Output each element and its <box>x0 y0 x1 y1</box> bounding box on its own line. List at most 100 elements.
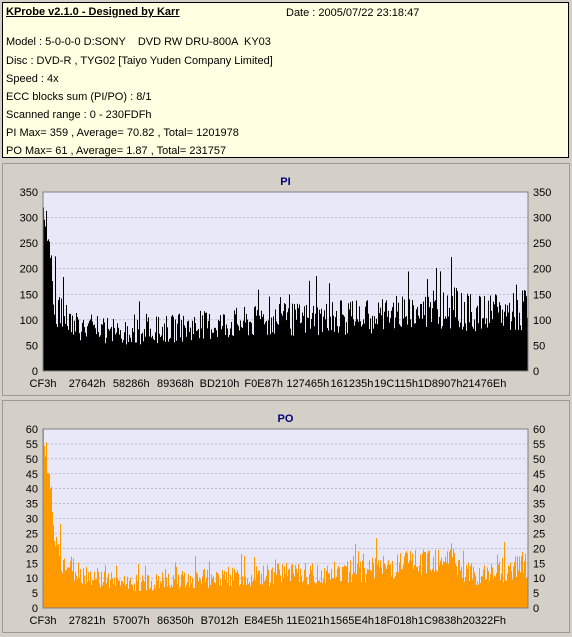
bar <box>486 318 487 371</box>
info-po-stats: PO Max= 61 , Average= 1.87 , Total= 2317… <box>6 145 227 157</box>
bar <box>505 580 506 608</box>
bar <box>234 310 235 371</box>
bar <box>349 309 350 371</box>
y-tick-label-right: 250 <box>533 238 551 250</box>
y-tick-label-left: 0 <box>32 603 38 615</box>
bar <box>112 341 113 371</box>
bar <box>285 574 286 608</box>
bar <box>284 303 285 371</box>
bar <box>333 315 334 371</box>
bar <box>125 321 126 371</box>
bar <box>149 336 150 371</box>
bar <box>346 566 347 608</box>
bar <box>49 473 50 608</box>
bar <box>467 293 468 371</box>
bar <box>347 333 348 371</box>
bar <box>491 564 492 608</box>
x-tick-label: 1565E4h <box>330 615 374 627</box>
bar <box>188 574 189 608</box>
bar <box>360 561 361 608</box>
bar <box>459 559 460 608</box>
bar <box>119 580 120 608</box>
bar <box>52 281 53 371</box>
bar <box>70 561 71 608</box>
bar <box>193 334 194 371</box>
bar <box>395 575 396 608</box>
bar <box>50 257 51 371</box>
bar <box>126 344 127 371</box>
bar <box>378 560 379 608</box>
bar <box>352 574 353 608</box>
bar <box>202 576 203 608</box>
bar <box>237 324 238 371</box>
bar <box>368 313 369 371</box>
bar <box>277 563 278 608</box>
bar <box>359 306 360 371</box>
y-tick-label-left: 0 <box>32 366 38 378</box>
bar <box>236 307 237 371</box>
bar <box>95 579 96 608</box>
bar <box>210 338 211 371</box>
bar <box>296 319 297 371</box>
bar <box>429 551 430 608</box>
bar <box>347 561 348 608</box>
x-tick-label: 27642h <box>69 378 106 390</box>
bar <box>173 575 174 608</box>
bar <box>356 300 357 371</box>
bar <box>90 571 91 608</box>
bar <box>500 580 501 608</box>
bar <box>293 335 294 371</box>
bar <box>197 574 198 608</box>
bar <box>175 562 176 608</box>
bar <box>245 576 246 608</box>
y-tick-label-left: 300 <box>20 213 38 225</box>
bar <box>196 330 197 371</box>
bar <box>66 304 67 371</box>
bar <box>304 569 305 608</box>
bar <box>386 300 387 371</box>
bar <box>447 295 448 371</box>
bar <box>456 288 457 371</box>
bar <box>241 553 242 608</box>
bar <box>511 321 512 371</box>
bar <box>166 316 167 371</box>
bar <box>298 563 299 608</box>
bar <box>355 543 356 608</box>
bar <box>166 577 167 608</box>
bar <box>406 316 407 371</box>
bar <box>251 322 252 371</box>
bar <box>161 583 162 608</box>
bar <box>500 305 501 371</box>
bar <box>501 573 502 608</box>
bar <box>151 580 152 608</box>
bar <box>115 334 116 371</box>
bar <box>336 576 337 608</box>
x-tick-label: BD210h <box>200 378 240 390</box>
bar <box>87 581 88 608</box>
bar <box>104 571 105 608</box>
bar <box>311 319 312 371</box>
bar <box>330 579 331 608</box>
bar <box>249 321 250 371</box>
bar <box>524 561 525 608</box>
bar <box>381 567 382 608</box>
bar <box>447 551 448 608</box>
bar <box>430 302 431 371</box>
bar <box>463 550 464 608</box>
bar <box>248 583 249 608</box>
bar <box>357 564 358 608</box>
bar <box>486 579 487 608</box>
bar <box>92 321 93 371</box>
info-panel: KProbe v2.1.0 - Designed by Karr Date : … <box>2 2 569 158</box>
bar <box>484 296 485 371</box>
bar <box>256 315 257 371</box>
bar <box>121 338 122 371</box>
bar <box>81 331 82 371</box>
bar <box>216 571 217 608</box>
bar <box>144 329 145 371</box>
y-tick-label-right: 200 <box>533 264 551 276</box>
bar <box>335 578 336 608</box>
bar <box>399 324 400 371</box>
bar <box>469 581 470 608</box>
bar <box>389 322 390 371</box>
